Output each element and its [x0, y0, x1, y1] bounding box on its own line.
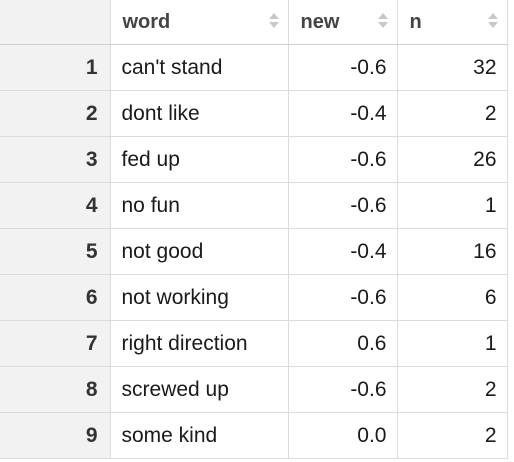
row-index: 3: [0, 136, 111, 183]
row-index: 6: [0, 274, 111, 321]
cell-n: 6: [397, 274, 508, 321]
row-index: 9: [0, 412, 111, 459]
cell-word: can't stand: [110, 44, 289, 91]
cell-word: some kind: [110, 412, 289, 459]
cell-new: -0.6: [288, 136, 398, 183]
cell-n: 32: [397, 44, 508, 91]
cell-n: 26: [397, 136, 508, 183]
row-index: 5: [0, 228, 111, 275]
cell-new: -0.6: [288, 44, 398, 91]
header-row: word new n: [0, 0, 508, 45]
column-header-word[interactable]: word: [110, 0, 289, 45]
column-header-label: new: [300, 10, 340, 33]
cell-new: -0.6: [288, 274, 398, 321]
sort-icon[interactable]: [268, 13, 279, 29]
row-index: 4: [0, 182, 111, 229]
cell-word: fed up: [110, 136, 289, 183]
row-index: 1: [0, 44, 111, 91]
column-header-label: n: [409, 10, 422, 33]
table-row[interactable]: 2 dont like -0.4 2: [0, 90, 508, 137]
row-index: 2: [0, 90, 111, 137]
table-row[interactable]: 9 some kind 0.0 2: [0, 412, 508, 459]
cell-n: 16: [397, 228, 508, 275]
column-header-n[interactable]: n: [397, 0, 508, 45]
cell-new: -0.4: [288, 90, 398, 137]
index-column-header: [0, 0, 111, 45]
column-header-new[interactable]: new: [288, 0, 398, 45]
cell-new: 0.0: [288, 412, 398, 459]
table-header: word new n: [0, 0, 508, 45]
cell-n: 2: [397, 412, 508, 459]
cell-n: 1: [397, 182, 508, 229]
cell-new: -0.4: [288, 228, 398, 275]
cell-word: screwed up: [110, 366, 289, 413]
sort-icon[interactable]: [377, 13, 388, 29]
column-header-label: word: [122, 10, 171, 33]
table-row[interactable]: 1 can't stand -0.6 32: [0, 44, 508, 91]
table-row[interactable]: 3 fed up -0.6 26: [0, 136, 508, 183]
sort-icon[interactable]: [487, 13, 498, 29]
cell-new: -0.6: [288, 182, 398, 229]
table-row[interactable]: 7 right direction 0.6 1: [0, 320, 508, 367]
cell-n: 2: [397, 90, 508, 137]
table-row[interactable]: 5 not good -0.4 16: [0, 228, 508, 275]
table-row[interactable]: 6 not working -0.6 6: [0, 274, 508, 321]
row-index: 8: [0, 366, 111, 413]
cell-n: 2: [397, 366, 508, 413]
cell-word: not working: [110, 274, 289, 321]
cell-new: 0.6: [288, 320, 398, 367]
cell-word: not good: [110, 228, 289, 275]
cell-n: 1: [397, 320, 508, 367]
table-row[interactable]: 4 no fun -0.6 1: [0, 182, 508, 229]
row-index: 7: [0, 320, 111, 367]
cell-word: right direction: [110, 320, 289, 367]
table-body: 1 can't stand -0.6 32 2 dont like -0.4 2 3 fed up…: [0, 44, 508, 459]
cell-word: no fun: [110, 182, 289, 229]
cell-new: -0.6: [288, 366, 398, 413]
table-row[interactable]: 8 screwed up -0.6 2: [0, 366, 508, 413]
cell-word: dont like: [110, 90, 289, 137]
